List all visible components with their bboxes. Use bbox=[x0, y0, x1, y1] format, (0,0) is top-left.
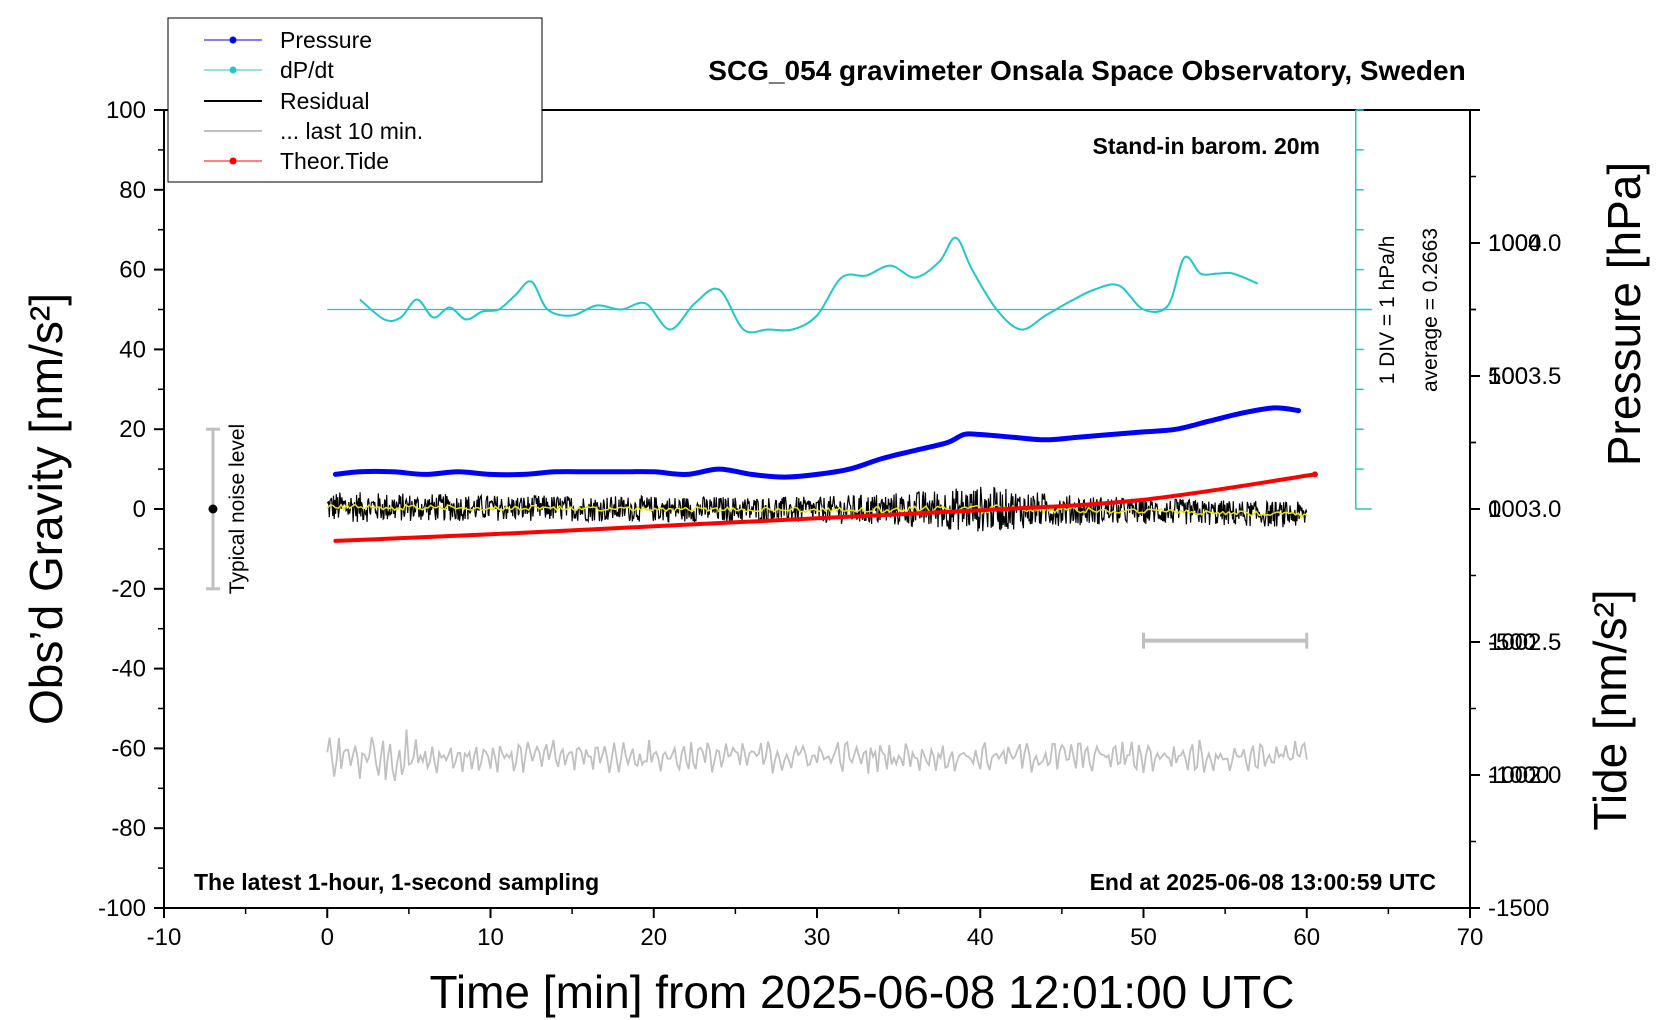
tide-axis-label: Tide [nm/s²] bbox=[1584, 589, 1636, 830]
x-tick-label: 60 bbox=[1293, 924, 1320, 951]
dpdt-line bbox=[359, 236, 1259, 334]
y-tick-label: -60 bbox=[111, 735, 146, 762]
tide-tick-label: 500 bbox=[1488, 363, 1528, 390]
dpdt-average-note: average = 0.2663 bbox=[1419, 228, 1442, 392]
stand-in-barometer-note: Stand-in barom. 20m bbox=[1093, 133, 1320, 159]
y-tick-label: -80 bbox=[111, 815, 146, 842]
pressure-line bbox=[332, 405, 1302, 480]
x-tick-label: 30 bbox=[804, 924, 831, 951]
legend-item-tide: Theor.Tide bbox=[204, 148, 389, 174]
x-tick-label: 10 bbox=[477, 924, 504, 951]
dpdt-div-note: 1 DIV = 1 hPa/h bbox=[1376, 236, 1399, 385]
x-tick-label: 70 bbox=[1457, 924, 1484, 951]
y-tick-label: 80 bbox=[119, 177, 146, 204]
chart-title: SCG_054 gravimeter Onsala Space Observat… bbox=[708, 55, 1465, 86]
noise-level-center-dot bbox=[208, 504, 218, 514]
pressure-tick-label: 1003.5 bbox=[1488, 363, 1561, 390]
legend-label-last10: ... last 10 min. bbox=[280, 118, 423, 144]
residual-smooth-line bbox=[326, 503, 1308, 519]
pressure-tick-label: 1002.5 bbox=[1488, 629, 1561, 656]
tide-tick-label: -500 bbox=[1488, 629, 1536, 656]
legend-label-pressure: Pressure bbox=[280, 27, 372, 53]
legend-item-dpdt: dP/dt bbox=[204, 57, 334, 83]
pressure-axis-label: Pressure [hPa] bbox=[1598, 162, 1650, 466]
pressure-tick-label: 1002.0 bbox=[1488, 762, 1561, 789]
bottom-right-note: End at 2025-06-08 13:00:59 UTC bbox=[1090, 869, 1436, 895]
y-axis-label: Obs’d Gravity [nm/s²] bbox=[20, 293, 72, 725]
x-tick-label: 0 bbox=[321, 924, 334, 951]
y-tick-label: -40 bbox=[111, 656, 146, 683]
y-tick-label: 100 bbox=[106, 97, 146, 124]
legend-marker-tide bbox=[229, 157, 237, 165]
x-tick-label: -10 bbox=[147, 924, 182, 951]
y-tick-label: 0 bbox=[133, 496, 146, 523]
pressure-tick-label: 1004.0 bbox=[1488, 230, 1561, 257]
tide-tick-label: 0 bbox=[1488, 496, 1501, 523]
legend-label-residual: Residual bbox=[280, 88, 370, 114]
tide-tick-label: -1000 bbox=[1488, 762, 1549, 789]
legend-item-pressure: Pressure bbox=[204, 27, 372, 53]
legend: Pressure dP/dt Residual ... last 10 min.… bbox=[167, 17, 543, 183]
x-tick-label: 20 bbox=[640, 924, 667, 951]
residual-line bbox=[326, 486, 1308, 532]
bottom-left-note: The latest 1-hour, 1-second sampling bbox=[194, 869, 599, 895]
y-tick-label: -100 bbox=[98, 895, 146, 922]
legend-item-residual: Residual bbox=[204, 88, 370, 114]
x-axis-label: Time [min] from 2025-06-08 12:01:00 UTC bbox=[430, 966, 1295, 1018]
y-tick-label: 40 bbox=[119, 336, 146, 363]
legend-label-tide: Theor.Tide bbox=[280, 148, 389, 174]
x-tick-label: 40 bbox=[967, 924, 994, 951]
legend-label-dpdt: dP/dt bbox=[280, 57, 334, 83]
y-tick-label: 20 bbox=[119, 416, 146, 443]
y-tick-label: -20 bbox=[111, 576, 146, 603]
tide-end-marker bbox=[1311, 471, 1318, 478]
tide-tick-label: -1500 bbox=[1488, 895, 1549, 922]
y-tick-label: 60 bbox=[119, 257, 146, 284]
tide-tick-label: 1000 bbox=[1488, 230, 1541, 257]
pressure-tick-label: 1003.0 bbox=[1488, 496, 1561, 523]
tide-line bbox=[333, 472, 1317, 543]
x-tick-label: 50 bbox=[1130, 924, 1157, 951]
axes-layer: -10 0 10 20 30 40 50 60 70-100-80-60-40-20020406… bbox=[98, 97, 1561, 951]
legend-marker-pressure bbox=[229, 36, 237, 44]
noise-level-label: Typical noise level bbox=[226, 424, 249, 594]
legend-marker-dpdt bbox=[229, 66, 237, 74]
series-layer bbox=[205, 109, 1372, 782]
legend-item-last10: ... last 10 min. bbox=[204, 118, 423, 144]
last10-line bbox=[326, 729, 1308, 782]
